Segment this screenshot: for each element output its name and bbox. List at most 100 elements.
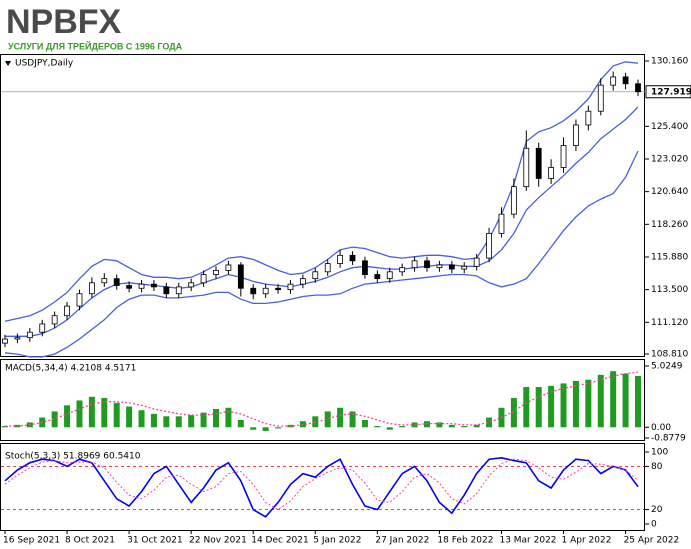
histogram-bar	[225, 407, 232, 428]
candle-body	[399, 267, 406, 273]
candle-body	[88, 282, 95, 295]
y-tick-label: 118.260	[651, 220, 688, 230]
candle-body	[362, 260, 368, 275]
band-lower	[4, 150, 639, 358]
candle-body	[101, 278, 108, 284]
current-price-box	[645, 85, 691, 99]
histogram-bar	[510, 398, 517, 428]
histogram-bar	[436, 422, 443, 428]
histogram-bar	[262, 427, 269, 431]
candle-body	[275, 287, 281, 291]
candle-body	[51, 315, 58, 325]
y-tick-label: 20	[651, 505, 663, 515]
y-tick-label: 0.00	[651, 423, 671, 433]
logo: NPBFX	[6, 3, 122, 41]
y-tick-label: 108.810	[651, 350, 688, 360]
y-tick-label: 113.500	[651, 285, 688, 295]
signal-line	[5, 371, 639, 427]
stoch-line	[4, 456, 639, 518]
histogram-bar	[113, 402, 120, 428]
histogram-bar	[560, 383, 567, 428]
histogram-bar	[324, 411, 331, 428]
candle-body	[250, 287, 257, 295]
histogram-bar	[150, 413, 157, 428]
histogram-bar	[126, 406, 133, 428]
candle-body	[411, 260, 418, 269]
candle-body	[610, 76, 617, 86]
candle-body	[200, 274, 207, 284]
histogram-bar	[597, 374, 604, 428]
candle-body	[448, 264, 455, 270]
histogram-bar	[486, 417, 493, 428]
candle-body	[535, 147, 542, 179]
candle-body	[622, 76, 629, 85]
candle-body	[225, 264, 232, 271]
candle-body	[287, 283, 294, 291]
candle-body	[635, 83, 641, 93]
y-tick-label: -0.8779	[651, 434, 686, 444]
histogram-bar	[572, 380, 579, 428]
candle-body	[461, 265, 468, 270]
candle-body	[151, 283, 157, 288]
x-tick-label: 8 Oct 2021	[65, 536, 115, 546]
candle-body	[424, 260, 430, 269]
histogram-bar	[610, 371, 617, 428]
x-tick-label: 22 Nov 2021	[189, 536, 247, 546]
y-tick-label: 115.880	[651, 252, 688, 262]
candle-body	[113, 278, 120, 286]
y-tick-label: 125.400	[651, 122, 688, 132]
histogram-bar	[349, 411, 356, 428]
candle-body	[188, 282, 195, 288]
current-price-label: 127.919	[651, 87, 691, 97]
y-tick-label: 123.020	[651, 154, 688, 164]
histogram-bar	[51, 411, 58, 428]
candle-body	[324, 263, 331, 273]
x-tick-label: 5 Jan 2022	[313, 536, 361, 546]
candle-body	[573, 124, 579, 146]
price-frame	[0, 54, 645, 357]
candle-body	[523, 147, 530, 188]
stoch-frame	[0, 443, 645, 531]
symbol-marker	[5, 61, 11, 66]
histogram-bar	[237, 419, 244, 428]
candle-body	[597, 84, 604, 112]
band-upper	[4, 61, 639, 322]
x-tick-label: 14 Dec 2021	[251, 536, 309, 546]
histogram-bar	[213, 408, 219, 428]
stoch-title: Stoch(5,3,3) 51.8969 60.5410	[5, 452, 141, 462]
histogram-bar	[535, 387, 542, 428]
histogram-bar	[461, 426, 468, 428]
candle-body	[498, 213, 505, 234]
histogram-bar	[275, 427, 282, 429]
histogram-bar	[64, 405, 71, 428]
candle-body	[486, 232, 492, 259]
candle-body	[26, 331, 33, 339]
band-middle	[5, 106, 639, 337]
candle-body	[175, 286, 182, 295]
y-tick-label: 0	[651, 520, 657, 530]
histogram-bar	[163, 416, 170, 428]
x-tick-label: 25 Apr 2022	[624, 536, 680, 546]
histogram-bar	[138, 410, 145, 428]
chart-title: USDJPY,Daily	[15, 59, 74, 69]
candle-body	[312, 271, 319, 280]
histogram-bar	[622, 373, 629, 428]
x-tick-label: 16 Sep 2021	[3, 536, 60, 546]
histogram-bar	[548, 385, 555, 428]
candle-body	[2, 338, 8, 344]
histogram-bar	[635, 375, 641, 428]
histogram-bar	[473, 424, 480, 428]
candle-body	[163, 286, 170, 295]
candle-body	[473, 257, 480, 267]
y-tick-label: 130.160	[651, 57, 688, 67]
x-tick-label: 31 Oct 2021	[127, 536, 183, 546]
histogram-bar	[374, 426, 381, 428]
macd-frame	[0, 359, 645, 441]
candle-body	[510, 186, 517, 215]
histogram-bar	[386, 427, 393, 430]
histogram-bar	[101, 398, 108, 428]
candle-body	[138, 283, 145, 289]
candle-body	[64, 305, 70, 317]
candle-body	[386, 271, 393, 280]
